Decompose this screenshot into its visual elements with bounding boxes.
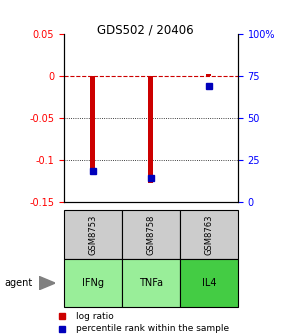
Polygon shape (39, 277, 55, 290)
Text: IL4: IL4 (202, 278, 216, 288)
Text: TNFa: TNFa (139, 278, 163, 288)
Text: percentile rank within the sample: percentile rank within the sample (76, 324, 229, 333)
Text: IFNg: IFNg (82, 278, 104, 288)
Bar (148, 76, 153, 183)
Bar (90, 76, 95, 170)
Text: GDS502 / 20406: GDS502 / 20406 (97, 24, 193, 37)
Text: GSM8763: GSM8763 (204, 214, 213, 255)
Text: GSM8753: GSM8753 (88, 214, 97, 255)
Text: GSM8758: GSM8758 (146, 214, 155, 255)
Text: agent: agent (4, 278, 32, 288)
Text: log ratio: log ratio (76, 312, 113, 321)
Bar (206, 74, 211, 76)
